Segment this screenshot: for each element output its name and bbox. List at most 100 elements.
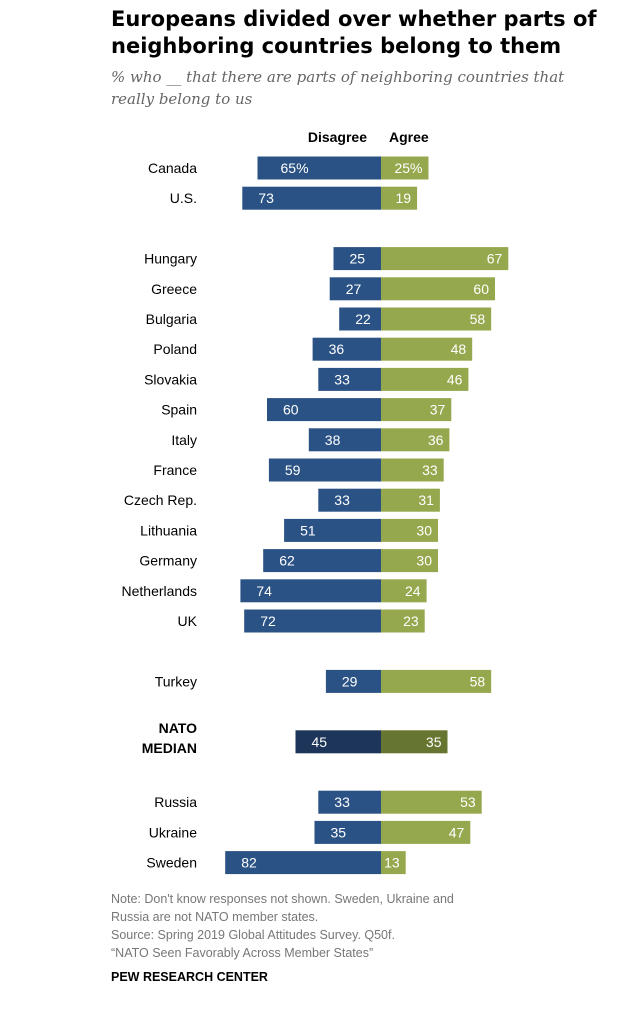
value-label-agree-slovakia: 46 [447,371,463,387]
value-label-agree-bulgaria: 58 [470,311,486,327]
category-label-hungary: Hungary [144,251,197,267]
category-label-nato-median-1: NATO [159,720,197,736]
value-label-disagree-hungary: 25 [350,251,366,267]
value-label-disagree-bulgaria: 22 [355,311,371,327]
category-label-bulgaria: Bulgaria [146,311,198,327]
bar-disagree-nato-median [295,730,381,754]
bar-disagree-spain [267,398,381,422]
bar-disagree-slovakia [318,367,381,391]
value-label-agree-nato-median: 35 [426,734,442,750]
bar-agree-u-s [381,186,418,210]
bar-agree-czech-rep [381,488,440,512]
value-label-agree-france: 33 [422,462,438,478]
bar-disagree-netherlands [240,579,381,603]
value-label-disagree-czech-rep: 33 [334,492,350,508]
category-label-france: France [153,462,197,478]
bar-agree-netherlands [381,579,427,603]
bar-disagree-ukraine [314,820,381,844]
bar-disagree-turkey [325,669,381,693]
bar-agree-slovakia [381,367,469,391]
category-label-turkey: Turkey [155,673,197,689]
value-label-agree-russia: 53 [460,794,476,810]
bar-agree-italy [381,428,450,452]
category-label-canada: Canada [148,160,197,176]
value-label-agree-germany: 30 [416,553,432,569]
bar-agree-poland [381,337,473,361]
category-label-sweden: Sweden [146,855,197,871]
value-label-agree-czech-rep: 31 [418,492,434,508]
category-label-spain: Spain [161,402,197,418]
bar-agree-turkey [381,669,492,693]
value-label-agree-poland: 48 [451,341,467,357]
value-label-disagree-lithuania: 51 [300,522,316,538]
pew-credit: PEW RESEARCH CENTER [111,970,268,984]
bar-agree-bulgaria [381,307,492,331]
value-label-disagree-netherlands: 74 [256,583,272,599]
bar-agree-spain [381,398,452,422]
bar-disagree-france [268,458,381,482]
source-line-1: Source: Spring 2019 Global Attitudes Sur… [111,928,395,942]
chart-notes: Note: Don't know responses not shown. Sw… [111,890,591,962]
value-label-disagree-russia: 33 [334,794,350,810]
bar-agree-germany [381,549,438,573]
bar-agree-canada [381,156,429,180]
value-label-disagree-canada: 65% [281,160,309,176]
bar-agree-france [381,458,444,482]
category-label-netherlands: Netherlands [122,583,198,599]
value-label-disagree-nato-median: 45 [312,734,328,750]
bar-agree-ukraine [381,820,471,844]
note-line-2: Russia are not NATO member states. [111,910,319,924]
series-label-disagree: Disagree [308,129,367,145]
bar-disagree-u-s [242,186,381,210]
bar-disagree-lithuania [284,518,381,542]
category-label-poland: Poland [153,341,197,357]
category-label-ukraine: Ukraine [149,824,197,840]
value-label-agree-canada: 25% [394,160,422,176]
category-label-u-s: U.S. [170,190,197,206]
value-label-disagree-poland: 36 [329,341,345,357]
note-line-1: Note: Don't know responses not shown. Sw… [111,892,454,906]
chart-subtitle: % who __ that there are parts of neighbo… [111,68,565,108]
value-label-agree-ukraine: 47 [449,824,465,840]
bar-disagree-hungary [333,247,381,271]
value-label-disagree-greece: 27 [346,281,362,297]
value-label-agree-u-s: 19 [396,190,412,206]
category-label-slovakia: Slovakia [144,371,197,387]
value-label-agree-uk: 23 [403,613,419,629]
value-label-agree-hungary: 67 [487,251,503,267]
value-label-agree-greece: 60 [473,281,489,297]
bar-agree-greece [381,277,495,301]
bar-disagree-bulgaria [339,307,381,331]
value-label-disagree-u-s: 73 [258,190,274,206]
value-label-disagree-uk: 72 [260,613,276,629]
bar-agree-hungary [381,247,509,271]
category-label-germany: Germany [139,553,197,569]
value-label-disagree-spain: 60 [283,402,299,418]
bar-disagree-greece [329,277,381,301]
category-label-russia: Russia [154,794,197,810]
bar-disagree-sweden [225,851,381,875]
value-label-agree-netherlands: 24 [405,583,421,599]
value-label-agree-spain: 37 [430,402,446,418]
bar-disagree-uk [244,609,381,633]
value-label-disagree-germany: 62 [279,553,295,569]
value-label-agree-sweden: 13 [384,855,400,871]
bar-disagree-germany [263,549,381,573]
value-label-agree-italy: 36 [428,432,444,448]
bar-agree-russia [381,790,482,814]
source-line-2: “NATO Seen Favorably Across Member State… [111,946,374,960]
value-label-disagree-france: 59 [285,462,301,478]
value-label-disagree-sweden: 82 [241,855,257,871]
value-label-disagree-ukraine: 35 [331,824,347,840]
category-label-uk: UK [178,613,198,629]
series-label-agree: Agree [389,129,429,145]
value-label-agree-turkey: 58 [470,673,486,689]
category-label-lithuania: Lithuania [140,522,197,538]
value-label-disagree-italy: 38 [325,432,341,448]
bar-disagree-italy [308,428,381,452]
bar-agree-lithuania [381,518,438,542]
bar-disagree-canada [257,156,381,180]
value-label-disagree-turkey: 29 [342,673,358,689]
chart-title: Europeans divided over whether parts of … [111,7,597,58]
